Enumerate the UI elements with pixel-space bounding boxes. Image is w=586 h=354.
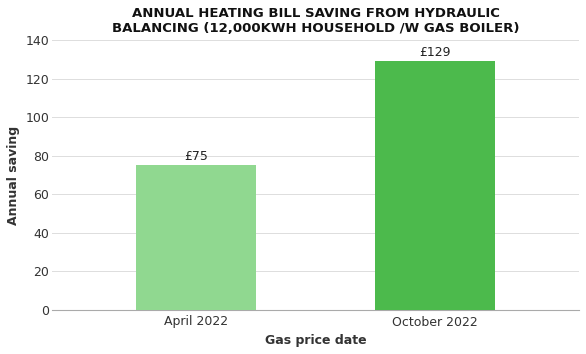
Bar xyxy=(136,165,255,310)
Title: ANNUAL HEATING BILL SAVING FROM HYDRAULIC
BALANCING (12,000KWH HOUSEHOLD /W GAS : ANNUAL HEATING BILL SAVING FROM HYDRAULI… xyxy=(112,7,519,35)
Y-axis label: Annual saving: Annual saving xyxy=(7,126,20,225)
X-axis label: Gas price date: Gas price date xyxy=(265,334,366,347)
Bar xyxy=(376,62,495,310)
Text: £129: £129 xyxy=(420,46,451,58)
Text: £75: £75 xyxy=(184,150,208,162)
